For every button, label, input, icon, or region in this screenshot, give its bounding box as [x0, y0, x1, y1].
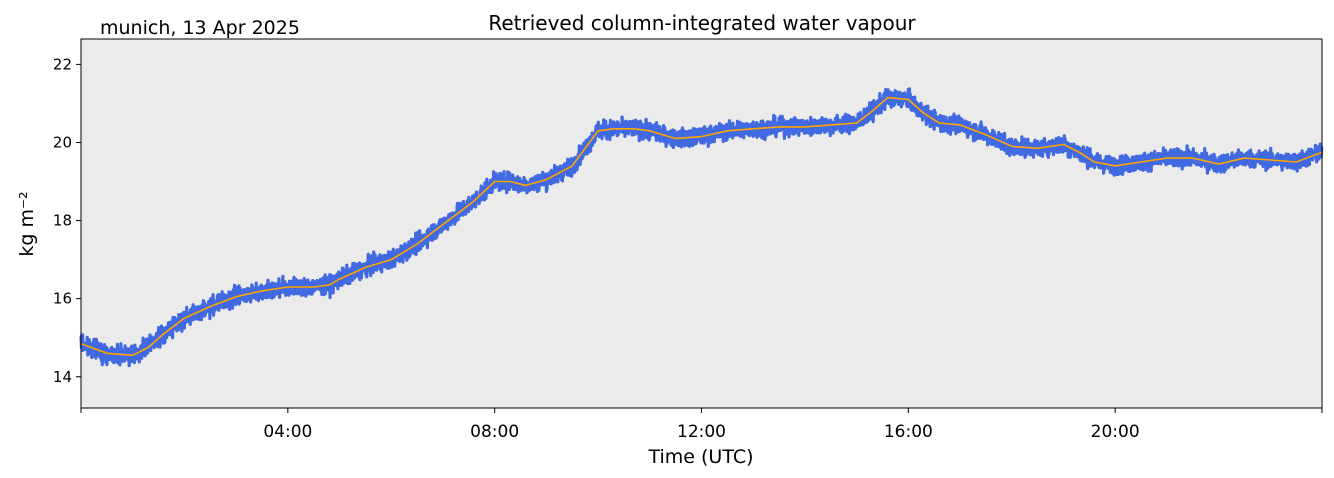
y-tick-label: 22: [53, 55, 72, 73]
plot-area: [81, 39, 1322, 408]
x-axis-label: Time (UTC): [647, 446, 753, 468]
x-tick-label: 08:00: [470, 422, 519, 442]
y-tick-label: 20: [53, 133, 72, 151]
y-tick-label: 14: [53, 368, 72, 386]
location-date-label: munich, 13 Apr 2025: [100, 17, 300, 39]
x-tick-label: 04:00: [263, 422, 312, 442]
x-tick-label: 12:00: [677, 422, 726, 442]
smoothed-line-series: [80, 96, 1323, 357]
y-tick-label: 18: [53, 212, 72, 230]
x-tick-label: 20:00: [1091, 422, 1140, 442]
chart-title: Retrieved column-integrated water vapour: [488, 11, 916, 35]
x-tick-label: 16:00: [884, 422, 933, 442]
y-axis-label: kg m⁻²: [16, 191, 38, 256]
y-tick-label: 16: [53, 290, 72, 308]
